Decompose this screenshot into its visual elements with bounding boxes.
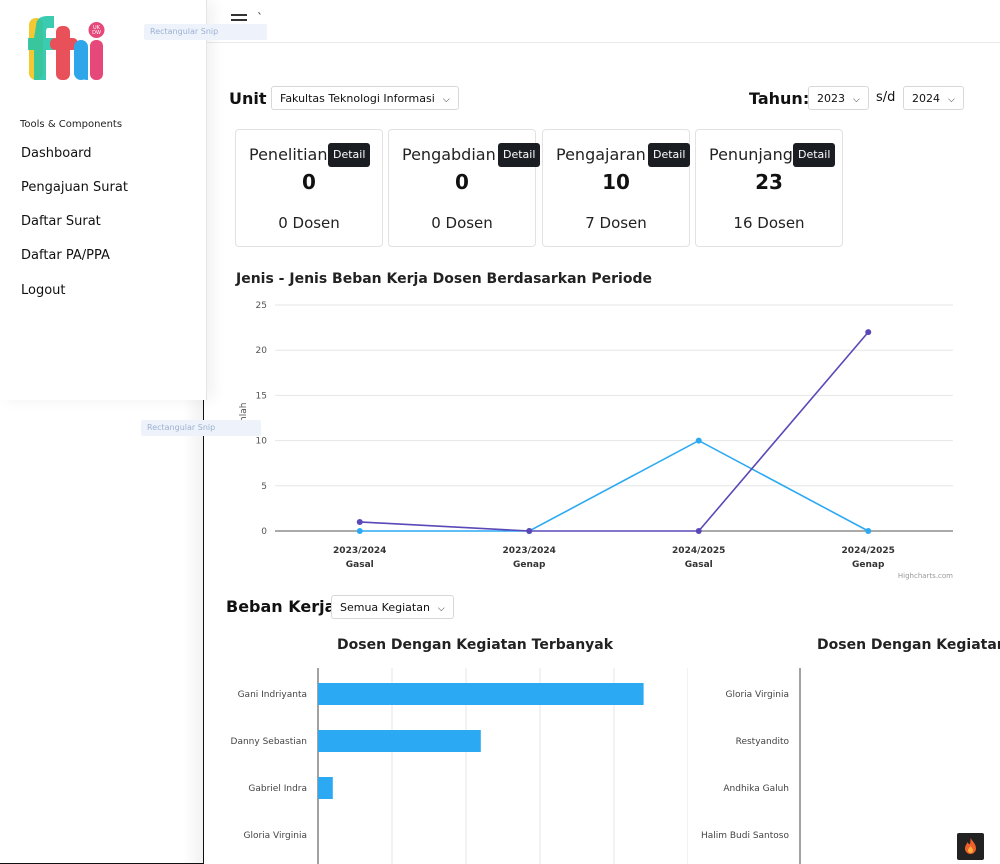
bar-chart-title-1: Dosen Dengan Kegiatan Terbanyak: [337, 637, 614, 653]
chevron-down-icon: ⌵: [437, 604, 445, 614]
year-to-value: 2024: [912, 92, 940, 105]
y-tick-label: 25: [256, 301, 267, 311]
nav-item-daftar-surat[interactable]: Daftar Surat: [21, 214, 101, 229]
card-dosen: 16 Dosen: [733, 214, 805, 232]
bar-category-label: Gloria Virginia: [726, 690, 790, 700]
card-count: 23: [755, 170, 783, 194]
bar-category-label: Gani Indriyanta: [238, 690, 307, 700]
svg-text:DW: DW: [92, 30, 101, 36]
bar-category-label: Andhika Galuh: [723, 784, 789, 794]
card-dosen: 0 Dosen: [278, 214, 340, 232]
x-tick-label: 2023/2024: [503, 546, 556, 556]
nav-item-pengajuan-surat[interactable]: Pengajuan Surat: [21, 180, 128, 195]
series-point: [695, 528, 702, 534]
nav-item-logout[interactable]: Logout: [21, 283, 66, 298]
snip-overlay-text: Rectangular Snip: [150, 27, 219, 36]
section-label: Tools & Components: [20, 119, 123, 130]
x-tick-label: 2024/2025: [672, 546, 725, 556]
series-point: [865, 329, 872, 336]
line-chart-title: Jenis - Jenis Beban Kerja Dosen Berdasar…: [236, 271, 652, 287]
card-count: 0: [455, 170, 469, 194]
card-count: 0: [302, 170, 316, 194]
bar-category-label: Danny Sebastian: [231, 737, 307, 747]
card-dosen: 7 Dosen: [585, 214, 647, 232]
chevron-down-icon: ⌵: [853, 95, 860, 105]
y-tick-label: 15: [256, 391, 267, 401]
bar: [318, 730, 481, 752]
x-tick-sublabel: Genap: [513, 560, 546, 570]
sidebar: UK DW Rectangular Snip Tools & Component…: [0, 0, 267, 400]
detail-button[interactable]: Detail: [498, 143, 541, 167]
chevron-down-icon: ⌵: [948, 95, 955, 105]
card-title: Penelitian: [249, 145, 328, 164]
kegiatan-select[interactable]: Semua Kegiatan ⌵: [331, 595, 454, 619]
line-chart: 0 5 10 15 20 25 Jumlah 2023/2024 Gasal 2023/2024 G…: [239, 301, 953, 580]
beban-kerja-label: Beban Kerja: [226, 597, 336, 616]
series-point: [865, 528, 872, 534]
sd-label: s/d: [876, 90, 896, 105]
nav-item-dashboard[interactable]: Dashboard: [21, 146, 92, 161]
stat-card-pengabdian: Pengabdian Detail 0 0 Dosen: [388, 129, 541, 247]
snip-overlay-chip-2: Rectangular Snip: [141, 420, 261, 436]
unit-label: Unit: [229, 89, 267, 108]
series-point: [356, 528, 363, 534]
y-tick-label: 5: [261, 482, 267, 492]
card-title: Pengajaran: [556, 145, 646, 164]
series-point: [695, 437, 702, 444]
bar-category-label: Halim Budi Santoso: [701, 831, 790, 841]
kegiatan-select-value: Semua Kegiatan: [340, 601, 430, 614]
bar-category-label: Gabriel Indra: [248, 784, 307, 794]
unit-select[interactable]: Fakultas Teknologi Informasi ⌵: [271, 86, 459, 110]
chevron-down-icon: ⌵: [442, 95, 450, 105]
card-dosen: 0 Dosen: [431, 214, 493, 232]
overlay-panel: [0, 398, 204, 864]
nav-item-daftar-pa-ppa[interactable]: Daftar PA/PPA: [21, 248, 110, 263]
bar-category-label: Restyandito: [736, 737, 790, 747]
x-tick-sublabel: Genap: [852, 560, 885, 570]
snip-overlay-chip: Rectangular Snip: [144, 24, 267, 40]
y-tick-label: 10: [256, 437, 268, 447]
fire-icon[interactable]: [957, 833, 984, 860]
stat-card-penunjang: Penunjang Detail 23 16 Dosen: [695, 129, 843, 247]
year-to-select[interactable]: 2024 ⌵: [903, 86, 964, 110]
stat-card-penelitian: Penelitian Detail 0 0 Dosen: [235, 129, 383, 247]
x-tick-sublabel: Gasal: [346, 560, 374, 570]
detail-button[interactable]: Detail: [648, 143, 691, 167]
snip-overlay-text-2: Rectangular Snip: [147, 423, 216, 432]
logo-badge-text: UK: [93, 25, 101, 31]
bar-chart-most-activities: Gani Indriyanta Danny Sebastian Gabriel In…: [231, 668, 688, 864]
bar-chart-activities: Gloria Virginia Restyandito Andhika Galuh H…: [701, 668, 801, 864]
card-title: Pengabdian: [402, 145, 496, 164]
y-tick-label: 0: [261, 527, 267, 537]
unit-select-value: Fakultas Teknologi Informasi: [280, 92, 435, 105]
x-tick-label: 2024/2025: [842, 546, 895, 556]
y-axis-label: Jumlah: [239, 403, 249, 435]
x-tick-sublabel: Gasal: [685, 560, 713, 570]
tahun-label: Tahun:: [749, 89, 810, 108]
detail-button[interactable]: Detail: [328, 143, 371, 167]
y-tick-label: 20: [256, 346, 268, 356]
bar-category-label: Gloria Virginia: [244, 831, 308, 841]
series-point: [356, 518, 363, 525]
chart-credits: Highcharts.com: [898, 572, 953, 580]
detail-button[interactable]: Detail: [793, 143, 836, 167]
series-line-0: [359, 439, 869, 532]
year-from-select[interactable]: 2023 ⌵: [808, 86, 869, 110]
stat-card-pengajaran: Pengajaran Detail 10 7 Dosen: [542, 129, 691, 247]
x-tick-label: 2023/2024: [333, 546, 386, 556]
top-bar: `: [207, 0, 1000, 43]
year-from-value: 2023: [817, 92, 845, 105]
card-count: 10: [602, 170, 630, 194]
bar: [318, 683, 644, 705]
card-title: Penunjang: [709, 145, 793, 164]
series-point: [526, 528, 533, 534]
bar: [318, 777, 333, 799]
bar-chart-title-2: Dosen Dengan Kegiatan: [817, 637, 1000, 653]
topbar-mark: `: [257, 11, 263, 25]
series-line-1: [359, 331, 869, 532]
fti-logo[interactable]: UK DW: [26, 16, 108, 84]
